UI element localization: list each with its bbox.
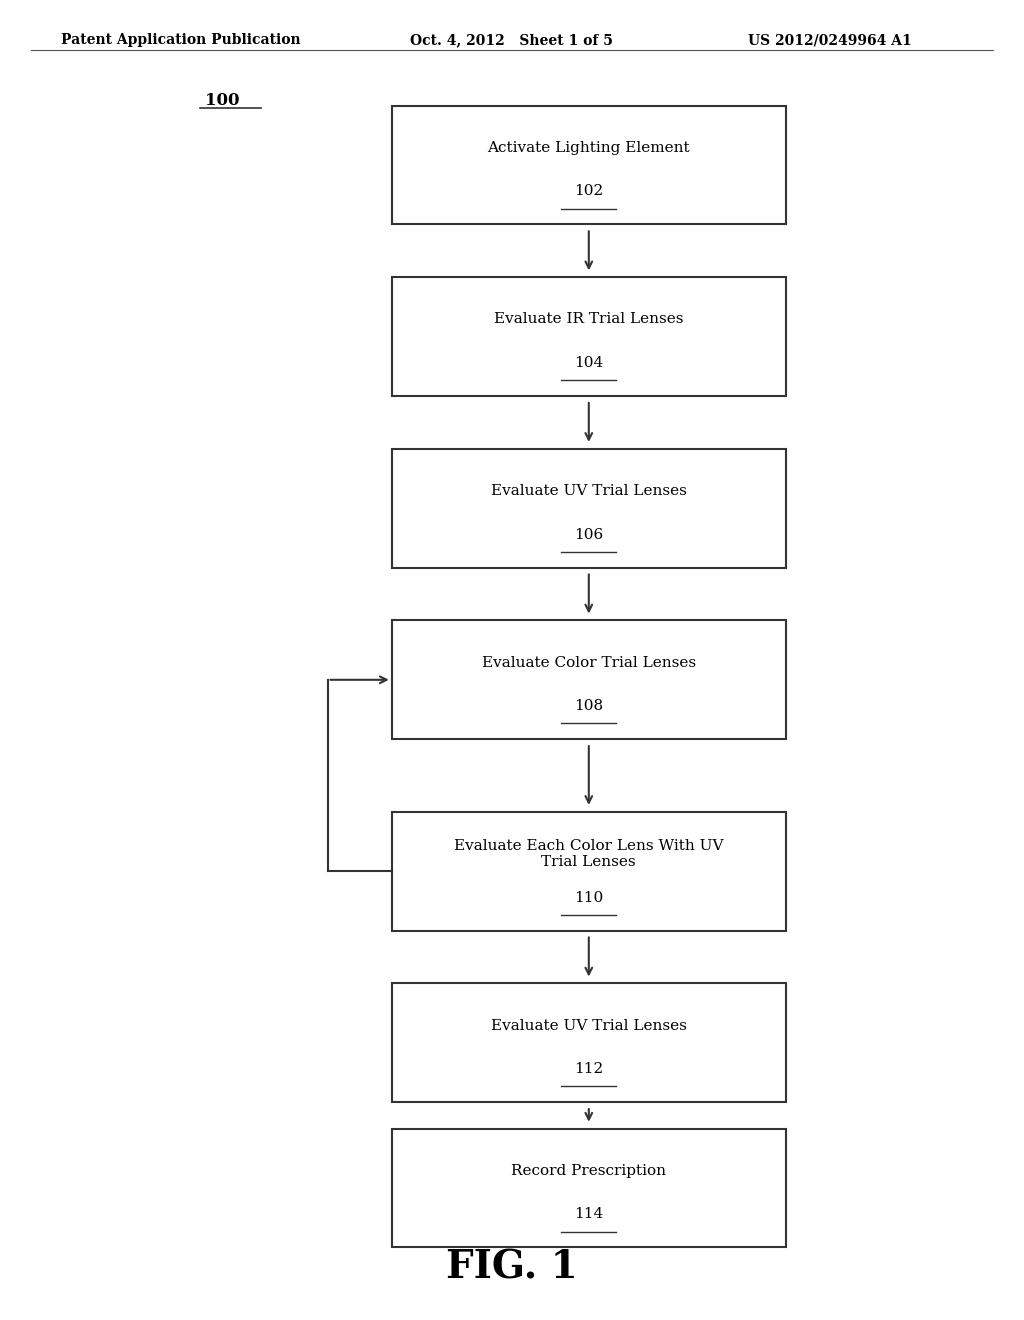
Text: Record Prescription: Record Prescription [511, 1164, 667, 1177]
FancyBboxPatch shape [391, 449, 786, 568]
Text: Patent Application Publication: Patent Application Publication [61, 33, 301, 48]
FancyBboxPatch shape [391, 106, 786, 224]
FancyBboxPatch shape [391, 1129, 786, 1247]
Text: 102: 102 [574, 185, 603, 198]
Text: Evaluate Color Trial Lenses: Evaluate Color Trial Lenses [481, 656, 696, 669]
FancyBboxPatch shape [391, 812, 786, 931]
Text: Evaluate IR Trial Lenses: Evaluate IR Trial Lenses [494, 313, 684, 326]
FancyBboxPatch shape [391, 620, 786, 739]
Text: US 2012/0249964 A1: US 2012/0249964 A1 [748, 33, 911, 48]
Text: Activate Lighting Element: Activate Lighting Element [487, 141, 690, 154]
Text: 114: 114 [574, 1208, 603, 1221]
Text: 106: 106 [574, 528, 603, 541]
Text: Evaluate UV Trial Lenses: Evaluate UV Trial Lenses [490, 484, 687, 498]
Text: 108: 108 [574, 700, 603, 713]
Text: 110: 110 [574, 891, 603, 904]
Text: 100: 100 [205, 92, 240, 110]
FancyBboxPatch shape [391, 983, 786, 1102]
Text: Evaluate UV Trial Lenses: Evaluate UV Trial Lenses [490, 1019, 687, 1032]
FancyBboxPatch shape [391, 277, 786, 396]
Text: 104: 104 [574, 356, 603, 370]
Text: FIG. 1: FIG. 1 [446, 1249, 578, 1286]
Text: Evaluate Each Color Lens With UV
Trial Lenses: Evaluate Each Color Lens With UV Trial L… [454, 840, 724, 869]
Text: 112: 112 [574, 1063, 603, 1076]
Text: Oct. 4, 2012   Sheet 1 of 5: Oct. 4, 2012 Sheet 1 of 5 [410, 33, 612, 48]
